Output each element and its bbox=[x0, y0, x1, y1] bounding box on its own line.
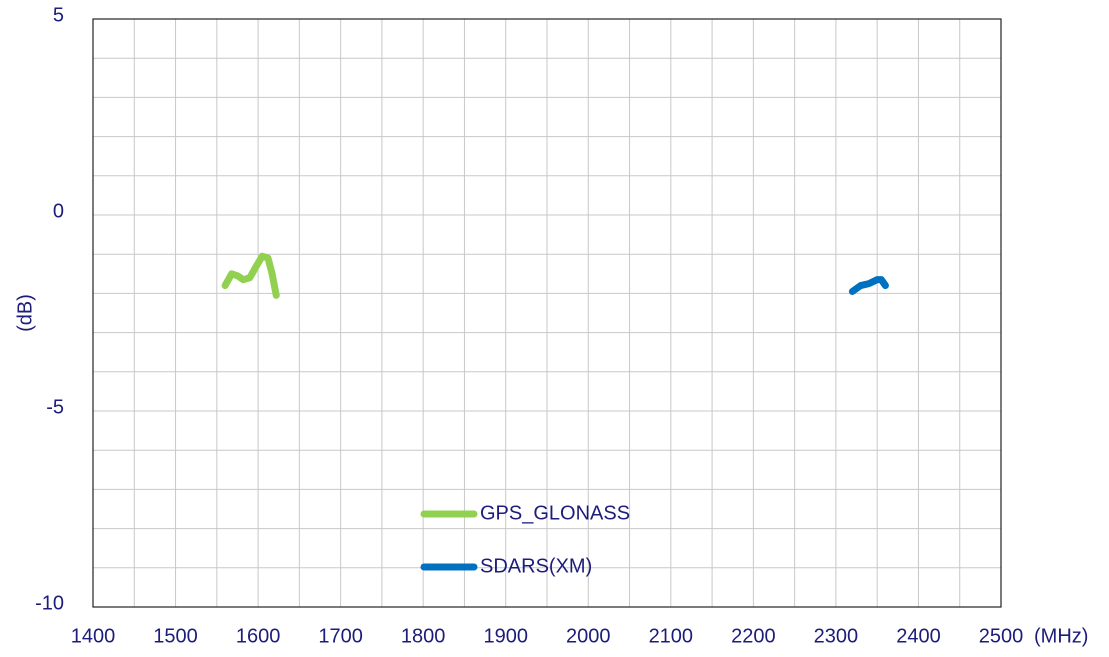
legend-label: SDARS(XM) bbox=[480, 555, 592, 577]
x-tick-label: 1600 bbox=[236, 625, 281, 647]
data-line bbox=[221, 252, 280, 299]
x-tick-label: 1400 bbox=[71, 625, 116, 647]
data-line bbox=[848, 276, 889, 295]
x-tick-label: 2400 bbox=[896, 625, 941, 647]
x-tick-label: 1500 bbox=[153, 625, 198, 647]
y-tick-label: -5 bbox=[46, 396, 64, 418]
y-tick-label: 0 bbox=[53, 200, 64, 222]
x-tick-label: 2300 bbox=[814, 625, 859, 647]
x-tick-label: 1700 bbox=[318, 625, 363, 647]
x-tick-label: 2200 bbox=[731, 625, 776, 647]
y-tick-label: 5 bbox=[53, 4, 64, 26]
y-axis-label: (dB) bbox=[14, 294, 36, 332]
plot-frame bbox=[92, 18, 1002, 608]
x-tick-label: 2100 bbox=[649, 625, 694, 647]
legend-label: GPS_GLONASS bbox=[480, 502, 630, 524]
x-tick-label: 1800 bbox=[401, 625, 446, 647]
x-tick-label: 2500 bbox=[979, 625, 1024, 647]
x-tick-label: 2000 bbox=[566, 625, 611, 647]
y-tick-label: -10 bbox=[35, 592, 64, 614]
x-tick-label: 1900 bbox=[483, 625, 528, 647]
x-axis-label: (MHz) bbox=[1034, 625, 1088, 647]
